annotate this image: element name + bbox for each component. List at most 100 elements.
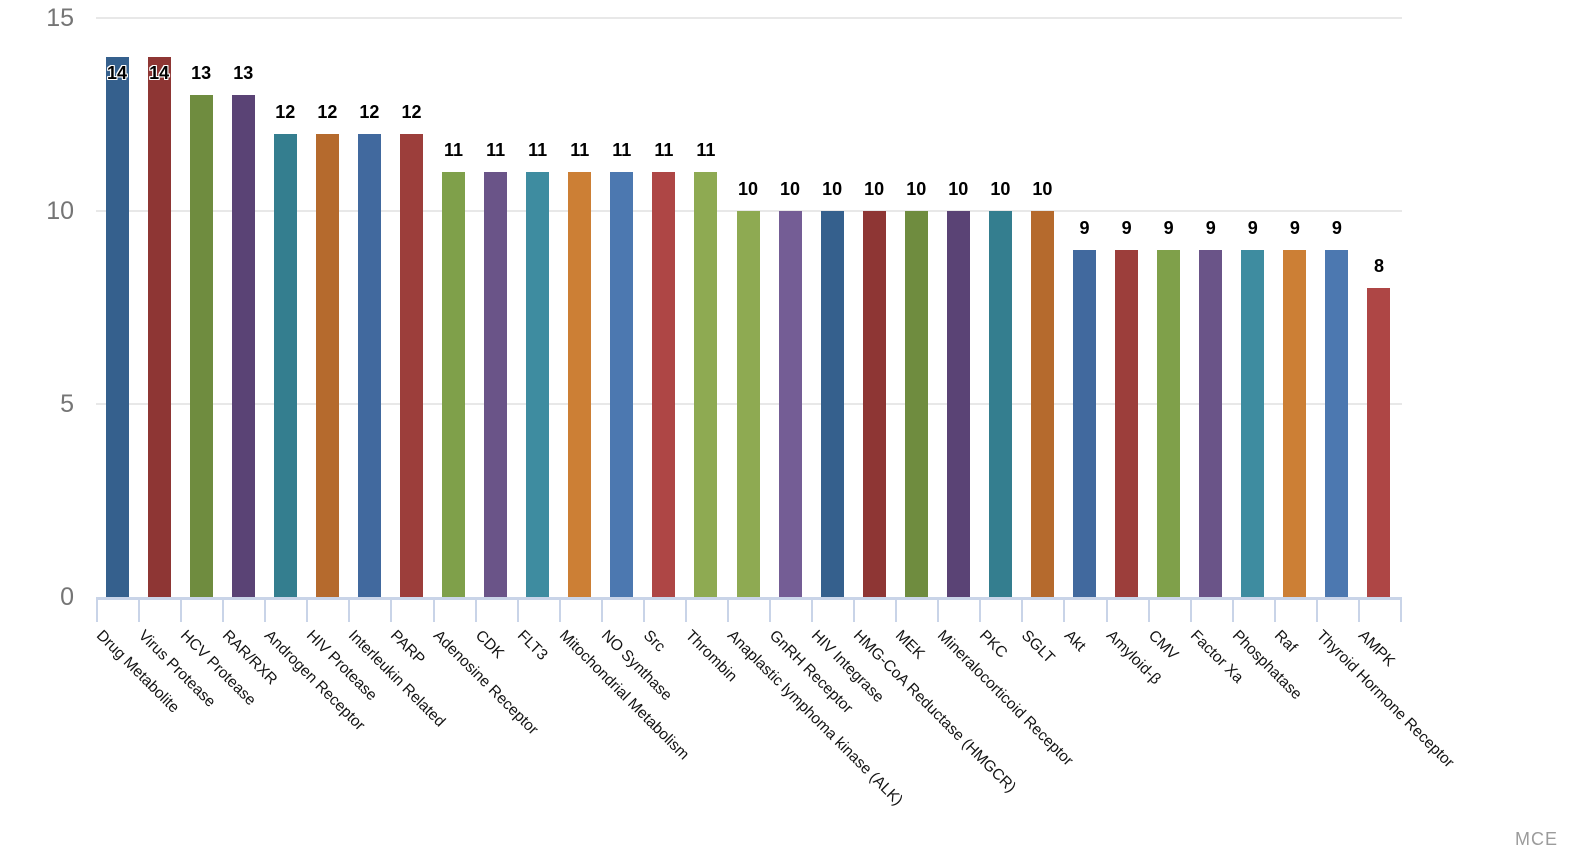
- x-axis-tick: [96, 600, 98, 622]
- x-axis-tick: [1063, 600, 1066, 622]
- bar-value-label: 12: [401, 101, 422, 122]
- x-axis-category-label: MEK: [892, 627, 929, 663]
- x-axis-tick: [180, 600, 183, 622]
- bar: [1367, 288, 1391, 597]
- x-axis-tick: [811, 600, 814, 622]
- bar: [1199, 249, 1223, 597]
- x-axis-tick: [769, 600, 772, 622]
- bar: [862, 211, 886, 597]
- y-axis-tick-label: 10: [46, 197, 74, 225]
- bar-value-label: 12: [275, 101, 296, 122]
- bar-value-label: 9: [1331, 217, 1342, 238]
- bar-value-label: 14: [107, 62, 128, 83]
- bar-value-label: 11: [486, 140, 506, 161]
- x-axis-category-label: CMV: [1144, 627, 1182, 664]
- gridline: [96, 17, 1402, 19]
- bar: [1073, 249, 1097, 597]
- y-axis-tick-label: 15: [46, 4, 74, 32]
- x-axis-category-label: PKC: [976, 627, 1011, 662]
- bar-value-label: 12: [317, 101, 338, 122]
- x-axis-tick: [516, 600, 519, 622]
- x-axis-tick: [1273, 600, 1276, 622]
- bar-value-label: 10: [906, 179, 927, 199]
- bar: [189, 95, 213, 597]
- watermark-label: MCE: [1515, 829, 1558, 849]
- bar-value-label: 9: [1121, 217, 1132, 238]
- bar: [273, 133, 297, 597]
- bar: [820, 211, 844, 597]
- bar: [231, 95, 255, 597]
- x-axis-tick: [1231, 600, 1234, 622]
- x-axis-tick: [558, 600, 561, 622]
- bar: [1115, 249, 1139, 597]
- bar: [988, 211, 1012, 597]
- x-axis-tick: [895, 600, 898, 622]
- x-axis-tick: [600, 600, 603, 622]
- x-axis-tick: [222, 600, 225, 622]
- bar: [1157, 249, 1181, 597]
- x-axis-tick: [1315, 600, 1318, 622]
- bar: [736, 211, 760, 597]
- bar-value-label: 10: [822, 179, 843, 199]
- x-axis-tick: [1147, 600, 1150, 622]
- bar: [105, 56, 129, 597]
- bar: [1283, 249, 1307, 597]
- bar: [904, 211, 928, 597]
- bar-value-label: 10: [948, 179, 969, 199]
- x-axis-tick: [979, 600, 982, 622]
- y-axis-tick-label: 5: [60, 390, 74, 418]
- bar-value-label: 11: [444, 140, 464, 161]
- bar-value-label: 10: [780, 179, 801, 199]
- x-axis-tick: [726, 600, 729, 622]
- bar-value-label: 9: [1079, 217, 1090, 238]
- x-axis-tick: [432, 600, 435, 622]
- bar: [1241, 249, 1265, 597]
- bar-value-label: 10: [864, 179, 885, 199]
- x-axis-tick: [684, 600, 687, 622]
- bar-value-label: 8: [1373, 256, 1384, 277]
- bar: [484, 172, 508, 597]
- bar: [946, 211, 970, 597]
- bar: [1325, 249, 1349, 597]
- bar-value-label: 9: [1289, 217, 1300, 238]
- bar: [357, 133, 381, 597]
- y-axis-tick-label: 0: [60, 583, 74, 611]
- x-axis-tick: [937, 600, 940, 622]
- x-axis-tick: [1105, 600, 1108, 622]
- bar: [1030, 211, 1054, 597]
- x-axis-tick: [1400, 600, 1402, 622]
- x-axis-category-label: Src: [639, 627, 669, 656]
- x-axis-tick: [642, 600, 645, 622]
- bar-value-label: 9: [1163, 217, 1174, 238]
- bar-value-label: 9: [1247, 217, 1258, 238]
- bar-value-label: 11: [696, 140, 716, 161]
- x-axis-tick: [138, 600, 141, 622]
- bar: [652, 172, 676, 597]
- x-axis-tick: [1021, 600, 1024, 622]
- bar-value-label: 13: [233, 63, 254, 84]
- x-axis-tick: [390, 600, 393, 622]
- bar-value-label: 10: [990, 179, 1011, 199]
- x-axis-category-label: FLT3: [513, 627, 551, 664]
- bar-value-label: 11: [570, 140, 590, 161]
- bar-value-label: 11: [654, 140, 674, 161]
- bar-value-label: 12: [359, 101, 380, 122]
- x-axis-category-label: Akt: [1060, 627, 1089, 655]
- x-axis-tick: [348, 600, 351, 622]
- bar: [694, 172, 718, 597]
- bar-value-label: 10: [1032, 179, 1053, 199]
- x-axis-line: [96, 597, 1402, 600]
- x-axis-tick: [853, 600, 856, 622]
- bar: [147, 56, 171, 597]
- bar-value-label: 10: [737, 179, 759, 199]
- x-axis-category-label: SGLT: [1018, 627, 1059, 667]
- bar: [568, 172, 592, 597]
- bar-value-label: 13: [191, 63, 212, 84]
- bar: [399, 133, 423, 597]
- bar-value-label: 11: [528, 140, 548, 161]
- bar-value-label: 11: [612, 140, 632, 161]
- bar-value-label: 9: [1205, 217, 1216, 238]
- x-axis-tick: [1189, 600, 1192, 622]
